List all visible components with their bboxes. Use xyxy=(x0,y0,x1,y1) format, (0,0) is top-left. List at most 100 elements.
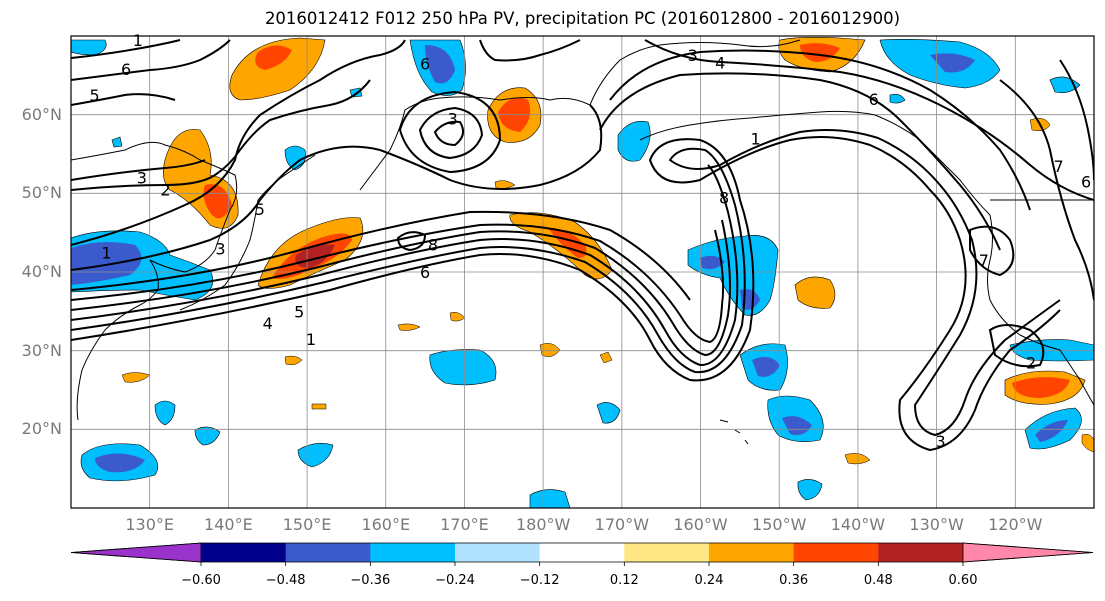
longitude-label: 130°W xyxy=(909,515,964,534)
precip-negative-region xyxy=(889,93,906,104)
longitude-label: 150°W xyxy=(752,515,807,534)
pv-contour-label: 2 xyxy=(160,180,170,199)
pv-contour-label: 5 xyxy=(255,200,265,219)
pv-contour-label: 3 xyxy=(935,432,945,451)
precip-negative-core xyxy=(752,356,780,377)
pv-contour-label: 7 xyxy=(979,251,989,270)
pv-contour-label: 3 xyxy=(137,169,147,188)
pv-contour xyxy=(969,225,1015,277)
pv-contour xyxy=(71,104,603,271)
graticule xyxy=(71,36,1094,508)
pv-contour xyxy=(71,164,739,367)
latitude-label: 60°N xyxy=(21,104,62,124)
coastline-kamchatka xyxy=(359,97,441,191)
precip-positive-region xyxy=(794,276,836,309)
coastline-kuril xyxy=(257,154,316,201)
precip-positive-region xyxy=(163,129,239,229)
longitude-label: 160°W xyxy=(673,515,728,534)
pv-contour xyxy=(433,120,465,147)
pv-contour xyxy=(644,39,1094,201)
colorbar-tick-label: −0.24 xyxy=(435,573,475,588)
pv-contour-label: 4 xyxy=(715,54,725,73)
colorbar-tick-label: −0.48 xyxy=(265,573,306,588)
precip-negative-core xyxy=(782,416,812,435)
pv-contour xyxy=(71,223,725,344)
pv-contour-label: 6 xyxy=(420,55,430,74)
precip-positive-small xyxy=(599,351,613,364)
precip-negative-region xyxy=(596,402,621,424)
colorbar-swatch xyxy=(455,543,541,562)
coastline-us-west xyxy=(987,214,1061,351)
longitude-label: 130°E xyxy=(125,515,175,534)
pv-contour-label: 8 xyxy=(719,188,729,207)
pv-contour xyxy=(71,210,691,301)
pv-contour xyxy=(71,39,406,246)
longitude-label: 140°E xyxy=(204,515,253,534)
longitude-label: 120°W xyxy=(988,515,1043,534)
pv-contour-label: 3 xyxy=(448,110,458,129)
pv-contour xyxy=(71,159,206,181)
colorbar-swatch xyxy=(370,543,456,562)
precip-positive-small xyxy=(844,453,871,465)
colorbar-swatch xyxy=(793,543,879,562)
pv-contour-label: 1 xyxy=(133,31,143,50)
colorbar-swatch xyxy=(624,543,710,562)
pv-contour xyxy=(599,72,1001,251)
pv-contour-label: 6 xyxy=(420,263,430,282)
precip-positive-region xyxy=(229,37,326,101)
precip-positive-small xyxy=(121,372,151,383)
colorbar-tick-label: 0.48 xyxy=(863,573,893,588)
pv-contour-label: 1 xyxy=(306,330,316,349)
pv-contour xyxy=(71,39,231,81)
colorbar-extend-low xyxy=(70,542,202,563)
pv-contour xyxy=(71,79,371,191)
precip-negative-region xyxy=(797,479,823,501)
precip-negative-core xyxy=(71,242,142,285)
precip-positive-small xyxy=(1081,433,1094,453)
pv-contour xyxy=(71,135,1061,452)
precip-positive-core xyxy=(1012,377,1070,398)
pv-contour-label: 5 xyxy=(90,86,100,105)
precip-negative-core xyxy=(425,45,455,84)
pv-contour-label: 6 xyxy=(1081,173,1091,192)
colorbar-swatch xyxy=(201,543,287,562)
coastline-alaska-north xyxy=(659,39,801,48)
colorbar-swatch xyxy=(285,543,371,562)
coastline-siberia xyxy=(439,96,591,106)
pv-contours xyxy=(71,39,1094,452)
colorbar-tick-label: 0.12 xyxy=(609,573,639,588)
pv-contour-label: 8 xyxy=(428,235,438,254)
precip-negative-region xyxy=(154,400,176,426)
precipitation-anomaly-shading xyxy=(71,37,1094,508)
pv-contour-label: 1 xyxy=(751,129,761,148)
pv-contour xyxy=(71,219,731,357)
pv-contour-label: 7 xyxy=(1053,157,1063,176)
precip-negative-core xyxy=(930,53,975,73)
pv-contour-label: 5 xyxy=(294,302,304,321)
pv-contour-label: 2 xyxy=(1026,353,1036,372)
colorbar-tick-label: 0.36 xyxy=(779,573,809,588)
precip-negative-region xyxy=(429,349,497,386)
precip-negative-region xyxy=(617,121,651,162)
coastline-bc xyxy=(874,114,991,216)
colorbar-swatch xyxy=(878,543,964,562)
precip-negative-core xyxy=(1035,420,1068,442)
hawaii xyxy=(719,419,749,445)
pv-contour xyxy=(988,324,1045,368)
precip-positive-core xyxy=(203,184,232,219)
longitude-label: 170°E xyxy=(440,515,489,534)
longitude-label: 140°W xyxy=(830,515,886,534)
precip-positive-small xyxy=(539,343,561,357)
precip-negative-region xyxy=(687,235,779,316)
precip-positive-small xyxy=(494,180,516,189)
pv-contour-label: 4 xyxy=(263,314,273,333)
pv-contour xyxy=(71,39,181,59)
pv-contour xyxy=(71,129,1061,437)
pv-contour xyxy=(479,39,581,62)
colorbar-tick-label: 0.60 xyxy=(948,573,978,588)
coastline-baja xyxy=(1059,349,1094,406)
colorbar-tick-label: 0.24 xyxy=(694,573,724,588)
pv-contour-label: 6 xyxy=(121,60,131,79)
coastline-chukotka xyxy=(589,44,661,106)
